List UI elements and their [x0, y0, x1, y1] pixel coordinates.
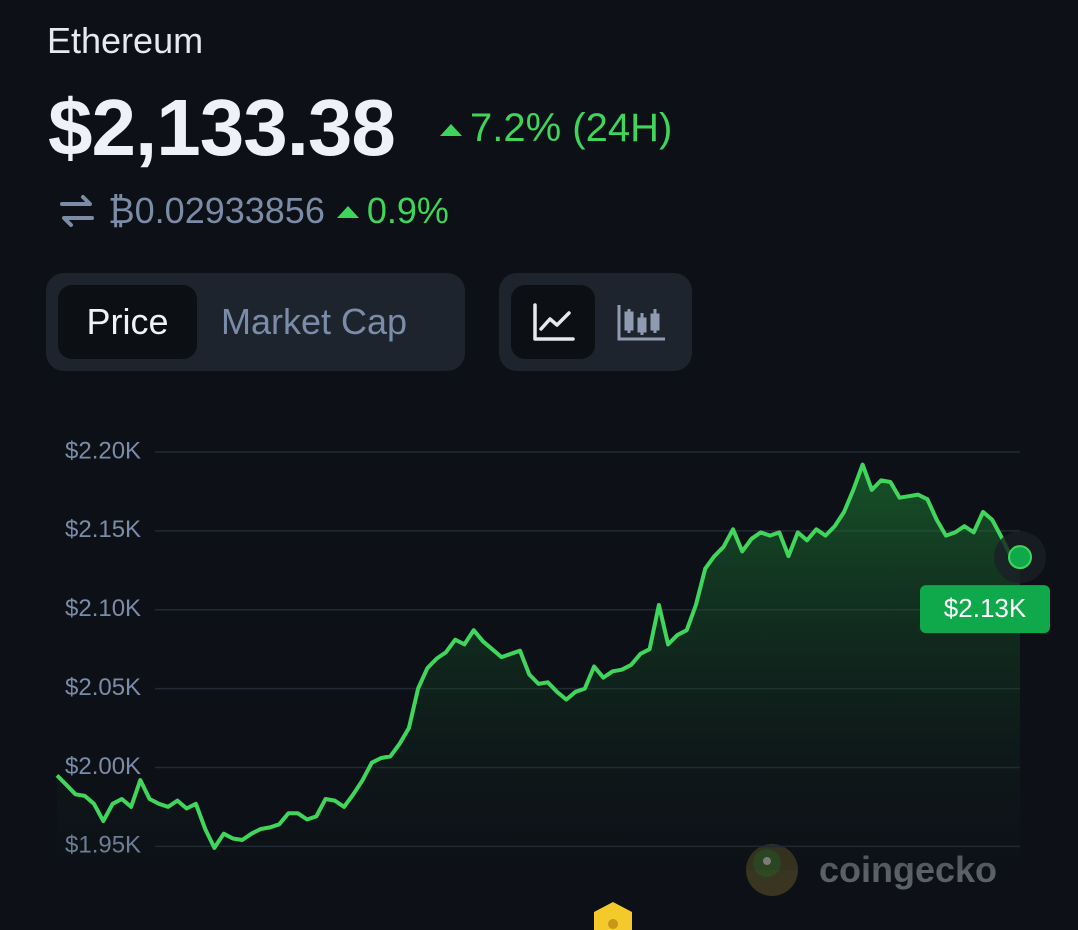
y-tick-label: $2.00K — [65, 753, 141, 780]
price-change: 7.2% (24H) — [440, 106, 672, 151]
star-badge — [594, 902, 632, 930]
change-text: 7.2% (24H) — [470, 106, 673, 150]
tab-market-cap[interactable]: Market Cap — [221, 301, 408, 342]
chart-type-group — [499, 273, 692, 371]
up-arrow — [440, 123, 462, 136]
btc-change-text: 0.9% — [366, 190, 449, 231]
btc-change: 0.9% — [336, 190, 449, 232]
end-label-box — [920, 585, 1050, 634]
price: $2,133.38 — [48, 83, 396, 172]
line-icon — [533, 303, 575, 341]
price-line — [55, 462, 1021, 850]
line-chart-button[interactable] — [511, 285, 595, 359]
price-chart: $1.95K$2.00K$2.05K$2.10K$2.15K$2.20K$2.1… — [55, 437, 1050, 870]
coin-name: Ethereum — [47, 20, 204, 61]
y-tick-label: $2.20K — [65, 437, 141, 464]
candle-chart-button[interactable] — [607, 285, 679, 359]
up-arrow — [336, 206, 359, 218]
end-label: $2.13K — [944, 593, 1027, 623]
y-tick-label: $2.15K — [65, 516, 141, 543]
btc-price: ₿0.02933856 — [108, 190, 325, 231]
swap-icon — [60, 195, 94, 227]
area-fill — [57, 464, 1020, 870]
tab-group: Price Market Cap — [46, 273, 465, 371]
btc-row: ₿0.02933856 0.9% — [58, 190, 449, 232]
end-dot — [1008, 545, 1032, 570]
y-tick-label: $2.05K — [65, 674, 141, 701]
y-tick-label: $2.10K — [65, 595, 141, 622]
tab-price[interactable]: Price — [58, 285, 197, 359]
